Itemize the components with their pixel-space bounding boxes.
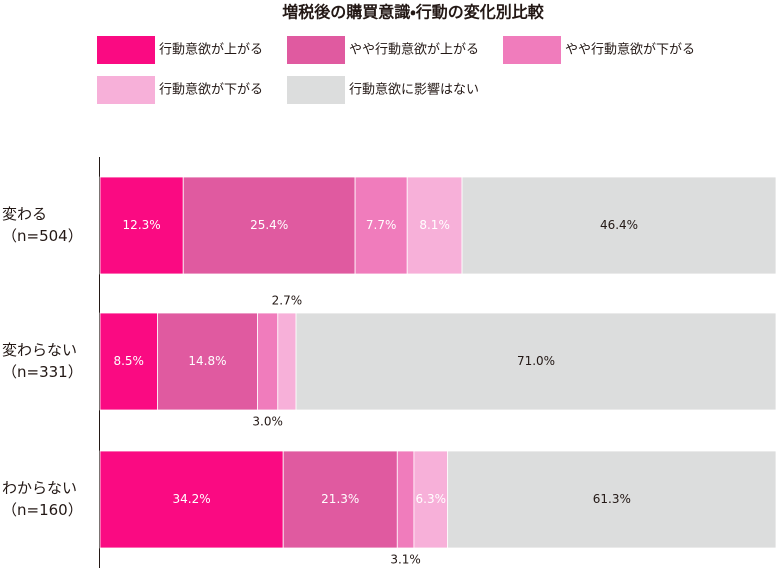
legend-label: やや行動意欲が下がる [565, 42, 695, 58]
legend-label: 行動意欲に影響はない [349, 82, 479, 98]
legend-label: 行動意欲が下がる [159, 82, 263, 98]
data-label: 6.3% [416, 492, 447, 506]
chart-title: 増税後の購買意識・行動の変化別比較 [282, 3, 544, 22]
data-label: 12.3% [123, 218, 161, 232]
bar-segment [447, 450, 777, 549]
legend-swatch [287, 76, 345, 104]
legend-swatch [503, 36, 561, 64]
data-label: 3.0% [252, 415, 283, 429]
category-label: 変わる （n=504） [2, 204, 83, 245]
data-label: 7.7% [366, 218, 397, 232]
data-label: 8.5% [113, 354, 144, 368]
bar-segment [277, 312, 297, 411]
data-label: 34.2% [173, 492, 211, 506]
data-label: 8.1% [419, 218, 450, 232]
data-label: 14.8% [188, 354, 226, 368]
bar-segment [413, 450, 449, 549]
bar-segment [396, 450, 415, 549]
category-label: わからない （n=160） [2, 478, 83, 519]
data-label: 61.3% [593, 492, 631, 506]
bar-segment [182, 176, 356, 275]
bar-segment [354, 176, 408, 275]
bar-segment [282, 450, 398, 549]
legend-label: やや行動意欲が上がる [349, 42, 479, 58]
legend-label: 行動意欲が上がる [159, 42, 263, 58]
data-label: 46.4% [600, 218, 638, 232]
bar-segment [99, 176, 184, 275]
bar-segment [295, 312, 777, 411]
data-label: 2.7% [272, 294, 303, 308]
data-label: 25.4% [250, 218, 288, 232]
bar-segment [257, 312, 279, 411]
data-label: 3.1% [390, 553, 421, 567]
legend-swatch [97, 76, 155, 104]
bar-segment [99, 450, 284, 549]
bar-segment [99, 312, 158, 411]
bar-segment [461, 176, 777, 275]
legend-swatch [97, 36, 155, 64]
data-label: 21.3% [321, 492, 359, 506]
legend-swatch [287, 36, 345, 64]
data-label: 71.0% [517, 354, 555, 368]
category-label: 変わらない （n=331） [2, 340, 83, 381]
